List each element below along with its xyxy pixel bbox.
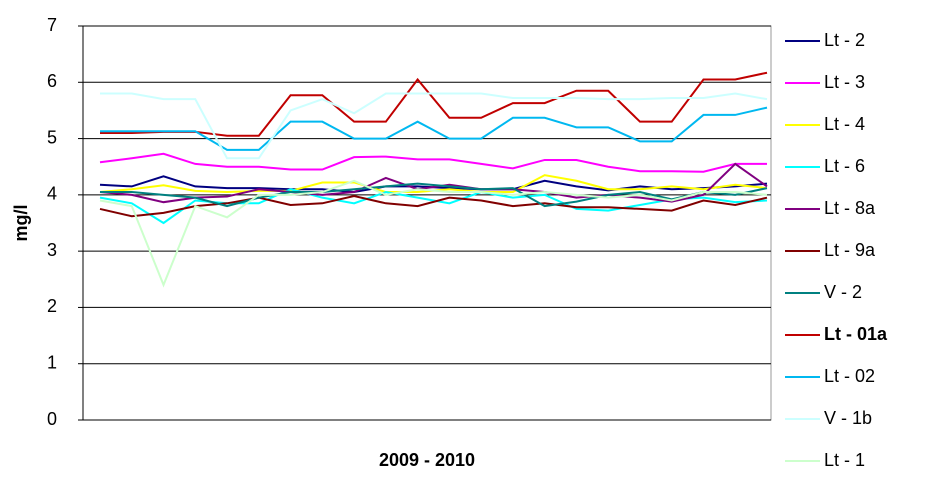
- y-tick-label: 2: [47, 296, 57, 316]
- series-line: [100, 71, 768, 137]
- series-line: [99, 194, 768, 218]
- series-line: [100, 182, 768, 208]
- y-tick-label: 3: [47, 240, 57, 260]
- y-tick-label: 4: [47, 184, 57, 204]
- legend-label: Lt - 02: [824, 366, 875, 386]
- legend-label: Lt - 4: [824, 114, 865, 134]
- y-tick-label: 1: [47, 352, 57, 372]
- legend-label: Lt - 01a: [824, 324, 888, 344]
- series-line: [99, 152, 767, 173]
- x-axis-label: 2009 - 2010: [379, 450, 475, 470]
- legend-label: Lt - 9a: [824, 240, 876, 260]
- series-line: [100, 106, 768, 151]
- legend-label: Lt - 3: [824, 72, 865, 92]
- legend-label: V - 1b: [824, 408, 872, 428]
- legend-label: Lt - 6: [824, 156, 865, 176]
- y-tick-label: 0: [47, 409, 57, 429]
- y-tick-label: 5: [47, 127, 57, 147]
- legend-label: Lt - 8a: [824, 198, 876, 218]
- plot-frame: [82, 25, 772, 421]
- legend-label: Lt - 1: [824, 450, 865, 470]
- legend-label: Lt - 2: [824, 30, 865, 50]
- series-line: [99, 162, 768, 204]
- series-line: [99, 179, 768, 288]
- legend-label: V - 2: [824, 282, 862, 302]
- y-axis-label: mg/l: [11, 204, 31, 241]
- series-line: [100, 92, 768, 160]
- y-tick-label: 7: [47, 15, 57, 35]
- y-tick-label: 6: [47, 71, 57, 91]
